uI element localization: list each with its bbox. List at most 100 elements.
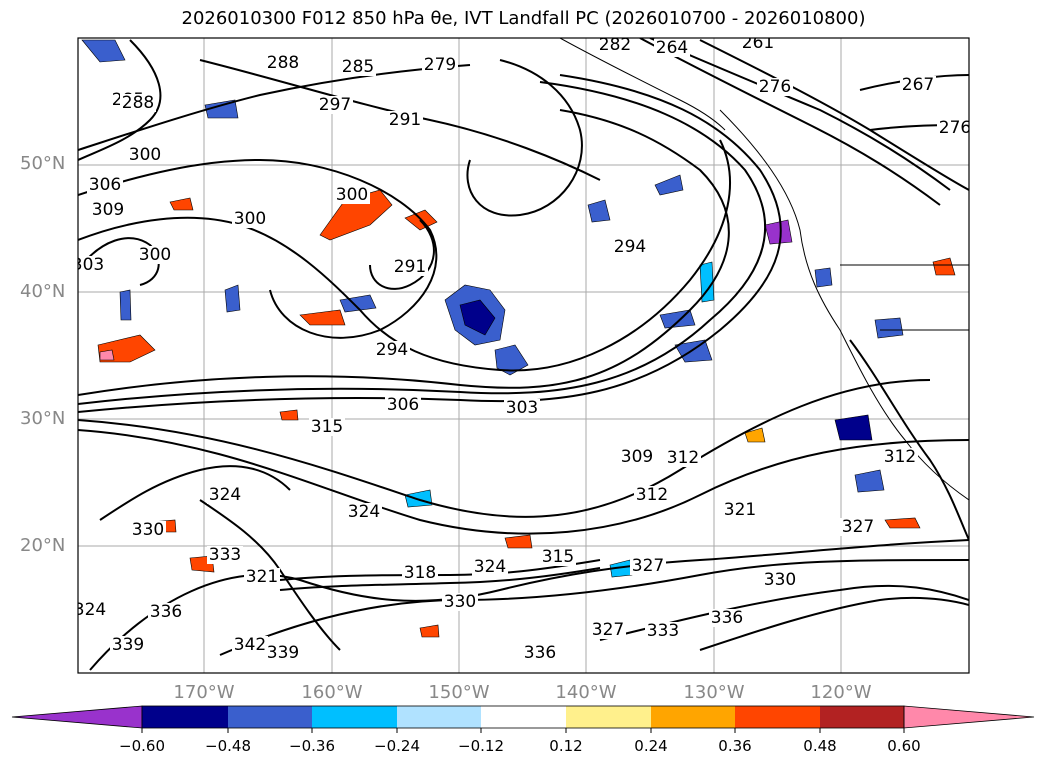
contour-label: 291 xyxy=(389,110,421,130)
contour-label-background xyxy=(442,593,478,611)
lat-label-20n: 20°N xyxy=(20,535,66,556)
contour-label-background xyxy=(207,486,243,504)
contour-label: 300 xyxy=(234,209,266,229)
contour-line xyxy=(219,559,969,656)
contour-label-background xyxy=(90,201,126,219)
contour-label: 303 xyxy=(72,255,104,275)
contour-label: 336 xyxy=(524,643,556,663)
coastline-path xyxy=(559,38,726,131)
contour-label: 324 xyxy=(348,502,380,522)
colorbar-tick-label: −0.48 xyxy=(205,737,251,755)
contour-line xyxy=(199,59,601,181)
contour-label: 336 xyxy=(150,602,182,622)
colorbar-tick-label: −0.36 xyxy=(289,737,335,755)
contour-label: 333 xyxy=(209,545,241,565)
colorbar-tick-label: −0.60 xyxy=(119,737,165,755)
contour-line xyxy=(78,429,969,535)
contour-label-background xyxy=(374,341,410,359)
shaded-regions xyxy=(81,39,956,638)
contour-label: 318 xyxy=(404,563,436,583)
contour-line xyxy=(466,59,583,217)
contour-label: 312 xyxy=(884,447,916,467)
contour-label-background xyxy=(619,448,655,466)
contour-label-background xyxy=(597,38,633,54)
colorbar xyxy=(11,705,1035,733)
contour-label: 324 xyxy=(74,600,106,620)
contour-label-background xyxy=(78,256,106,274)
negative-anomaly-patch xyxy=(874,317,904,339)
negative-anomaly-patch xyxy=(814,267,833,288)
colorbar-segment xyxy=(651,706,735,728)
contour-label-background xyxy=(265,54,301,72)
colorbar-tick-label: 0.48 xyxy=(803,737,837,755)
contour-label-background xyxy=(937,119,969,137)
negative-anomaly-patch xyxy=(119,289,132,321)
colorbar-tick-label: −0.12 xyxy=(458,737,504,755)
contour-label: 330 xyxy=(132,520,164,540)
contour-label-background xyxy=(900,76,936,94)
contour-label-background xyxy=(522,644,558,662)
negative-anomaly-patch xyxy=(459,299,496,336)
contour-label-background xyxy=(757,78,793,96)
contour-line xyxy=(78,74,782,413)
colorbar-tick-label: 0.12 xyxy=(549,737,583,755)
contour-label-background xyxy=(590,621,626,639)
contour-label: 321 xyxy=(724,500,756,520)
contour-line xyxy=(78,81,767,405)
contour-label-background xyxy=(385,396,421,414)
contour-label: 321 xyxy=(246,567,278,587)
lon-label-130w: 130°W xyxy=(683,682,745,703)
contour-line xyxy=(99,465,291,521)
contour-label-background xyxy=(840,518,876,536)
contour-label-background xyxy=(762,571,798,589)
positive-anomaly-patch xyxy=(299,309,346,326)
contour-label: 339 xyxy=(267,643,299,663)
lon-label-170w: 170°W xyxy=(173,682,235,703)
positive-anomaly-patch xyxy=(419,624,440,638)
positive-anomaly-patch xyxy=(932,257,956,276)
contour-label-background xyxy=(130,521,166,539)
contour-label-background xyxy=(334,186,370,204)
negative-anomaly-patch xyxy=(654,174,684,196)
colorbar-segment xyxy=(735,706,820,728)
contour-label: 267 xyxy=(902,75,934,95)
contour-label: 297 xyxy=(319,95,351,115)
contour-label: 285 xyxy=(342,57,374,77)
contour-label-background xyxy=(709,609,745,627)
contour-line xyxy=(78,379,931,518)
theta-e-contours xyxy=(78,38,969,671)
contour-line xyxy=(699,39,969,191)
colorbar-segment xyxy=(820,706,904,728)
contour-label: 327 xyxy=(632,556,664,576)
contour-label-background xyxy=(882,448,918,466)
contour-label: 300 xyxy=(129,145,161,165)
contour-label-background xyxy=(232,636,268,654)
negative-anomaly-patch xyxy=(204,99,239,119)
contour-label-background xyxy=(392,258,428,276)
negative-anomaly-patch xyxy=(854,469,885,493)
negative-anomaly-patch xyxy=(699,261,715,303)
contour-label-background xyxy=(504,399,540,417)
contour-label-background xyxy=(317,96,353,114)
contour-label: 303 xyxy=(506,398,538,418)
contour-label-background xyxy=(207,546,243,564)
negative-anomaly-patch xyxy=(81,39,126,63)
contour-label: 330 xyxy=(444,592,476,612)
contour-label: 306 xyxy=(387,395,419,415)
lon-label-160w: 160°W xyxy=(301,682,363,703)
contour-line xyxy=(369,219,435,290)
contour-label: 300 xyxy=(139,245,171,265)
colorbar-tick-label: 0.60 xyxy=(887,737,921,755)
contour-label: 261 xyxy=(742,33,774,53)
negative-anomaly-patch xyxy=(587,199,611,223)
negative-anomaly-patch xyxy=(834,414,873,441)
contour-label-background xyxy=(232,210,268,228)
contour-label: 327 xyxy=(592,620,624,640)
contour-label-background xyxy=(120,94,156,112)
contour-label: 300 xyxy=(336,185,368,205)
contour-label: 315 xyxy=(542,547,574,567)
contour-label-background xyxy=(244,568,280,586)
contour-line xyxy=(89,539,969,671)
contour-label-background xyxy=(309,418,345,436)
